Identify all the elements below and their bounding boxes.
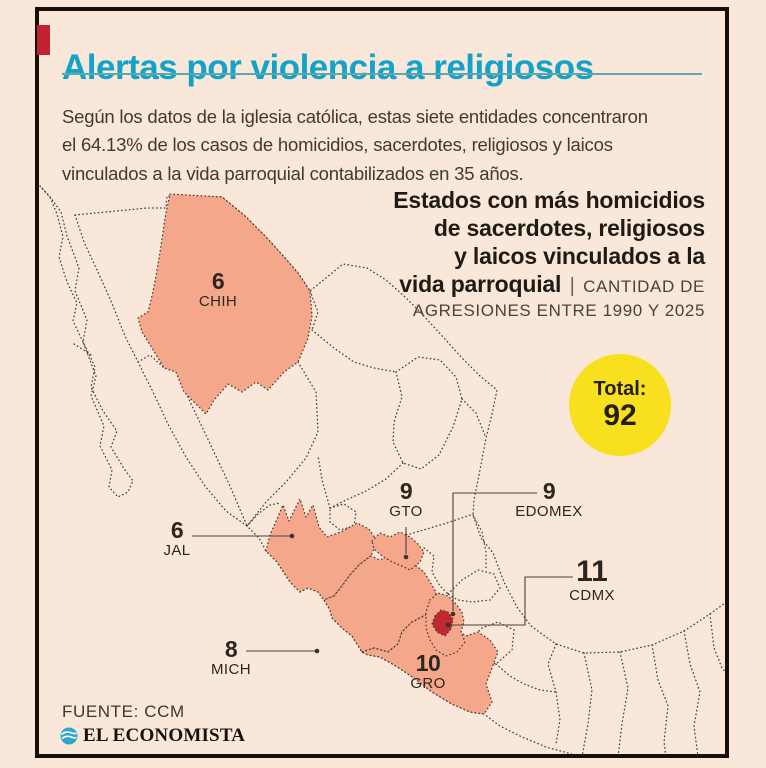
state-value: 8 xyxy=(224,636,238,662)
state-abbr: EDOMEX xyxy=(515,503,583,520)
label-gro: 10 GRO xyxy=(368,651,488,693)
source-credit: FUENTE: CCM xyxy=(62,702,185,721)
brand-name: EL ECONOMISTA xyxy=(83,725,246,746)
state-abbr: MICH xyxy=(211,661,251,678)
separator-bar: | xyxy=(569,275,575,297)
state-value: 9 xyxy=(399,478,413,504)
state-jalisco xyxy=(265,498,378,601)
map-qualifier: CANTIDAD DE xyxy=(583,277,705,296)
map-title-block: Estados con más homicidios de sacerdotes… xyxy=(393,186,705,321)
mexico-map xyxy=(39,185,725,754)
label-jal: 6 JAL xyxy=(117,518,237,560)
state-value: 6 xyxy=(170,517,184,543)
total-badge: Total: 92 xyxy=(569,354,671,456)
intro-paragraph: Según los datos de la iglesia católica, … xyxy=(62,103,722,189)
page-title: Alertas por violencia a religiosos xyxy=(62,48,594,88)
state-abbr: GRO xyxy=(410,675,446,692)
state-abbr: GTO xyxy=(389,503,423,520)
leader-edomex xyxy=(452,492,537,611)
brand-row: EL ECONOMISTA xyxy=(60,725,245,747)
state-guanajuato xyxy=(371,531,425,571)
leader-cdmx xyxy=(451,576,573,626)
map-title-line: y laicos vinculados a la xyxy=(454,243,705,269)
label-gto: 9 GTO xyxy=(346,479,466,521)
state-cdmx xyxy=(431,609,454,637)
label-edomex: 9 EDOMEX xyxy=(489,479,609,521)
intro-line: Según los datos de la iglesia católica, … xyxy=(62,105,648,127)
title-underline xyxy=(62,73,702,75)
map-title-line: de sacerdotes, religiosos xyxy=(433,215,705,241)
accent-square xyxy=(37,25,50,55)
label-chih: 6 CHIH xyxy=(158,269,278,311)
intro-line: vinculados a la vida parroquial contabil… xyxy=(62,162,524,184)
total-label: Total: xyxy=(593,378,647,400)
label-mich: 8 MICH xyxy=(171,637,291,679)
map-title-line-mixed: vida parroquial | CANTIDAD DE xyxy=(393,270,705,301)
state-abbr: CDMX xyxy=(569,587,615,604)
state-guerrero xyxy=(361,607,499,715)
map-title-bold: vida parroquial xyxy=(399,271,562,297)
state-chihuahua xyxy=(137,193,313,415)
total-value: 92 xyxy=(603,399,637,432)
label-cdmx: 11 CDMX xyxy=(532,557,652,605)
map-title-line: Estados con más homicidios xyxy=(393,187,705,213)
state-value: 10 xyxy=(415,650,441,676)
us-border-gulf-coast xyxy=(74,195,725,654)
state-value: 11 xyxy=(576,555,608,588)
el-economista-logo-icon xyxy=(60,727,78,745)
intro-line: el 64.13% de los casos de homicidios, sa… xyxy=(62,134,613,155)
state-value: 6 xyxy=(211,268,225,294)
state-value: 9 xyxy=(542,478,556,504)
baja-divider xyxy=(73,343,94,357)
state-abbr: CHIH xyxy=(198,293,238,310)
state-abbr: JAL xyxy=(163,542,191,559)
map-qualifier: AGRESIONES ENTRE 1990 Y 2025 xyxy=(412,301,705,320)
baja-peninsula xyxy=(39,185,134,498)
